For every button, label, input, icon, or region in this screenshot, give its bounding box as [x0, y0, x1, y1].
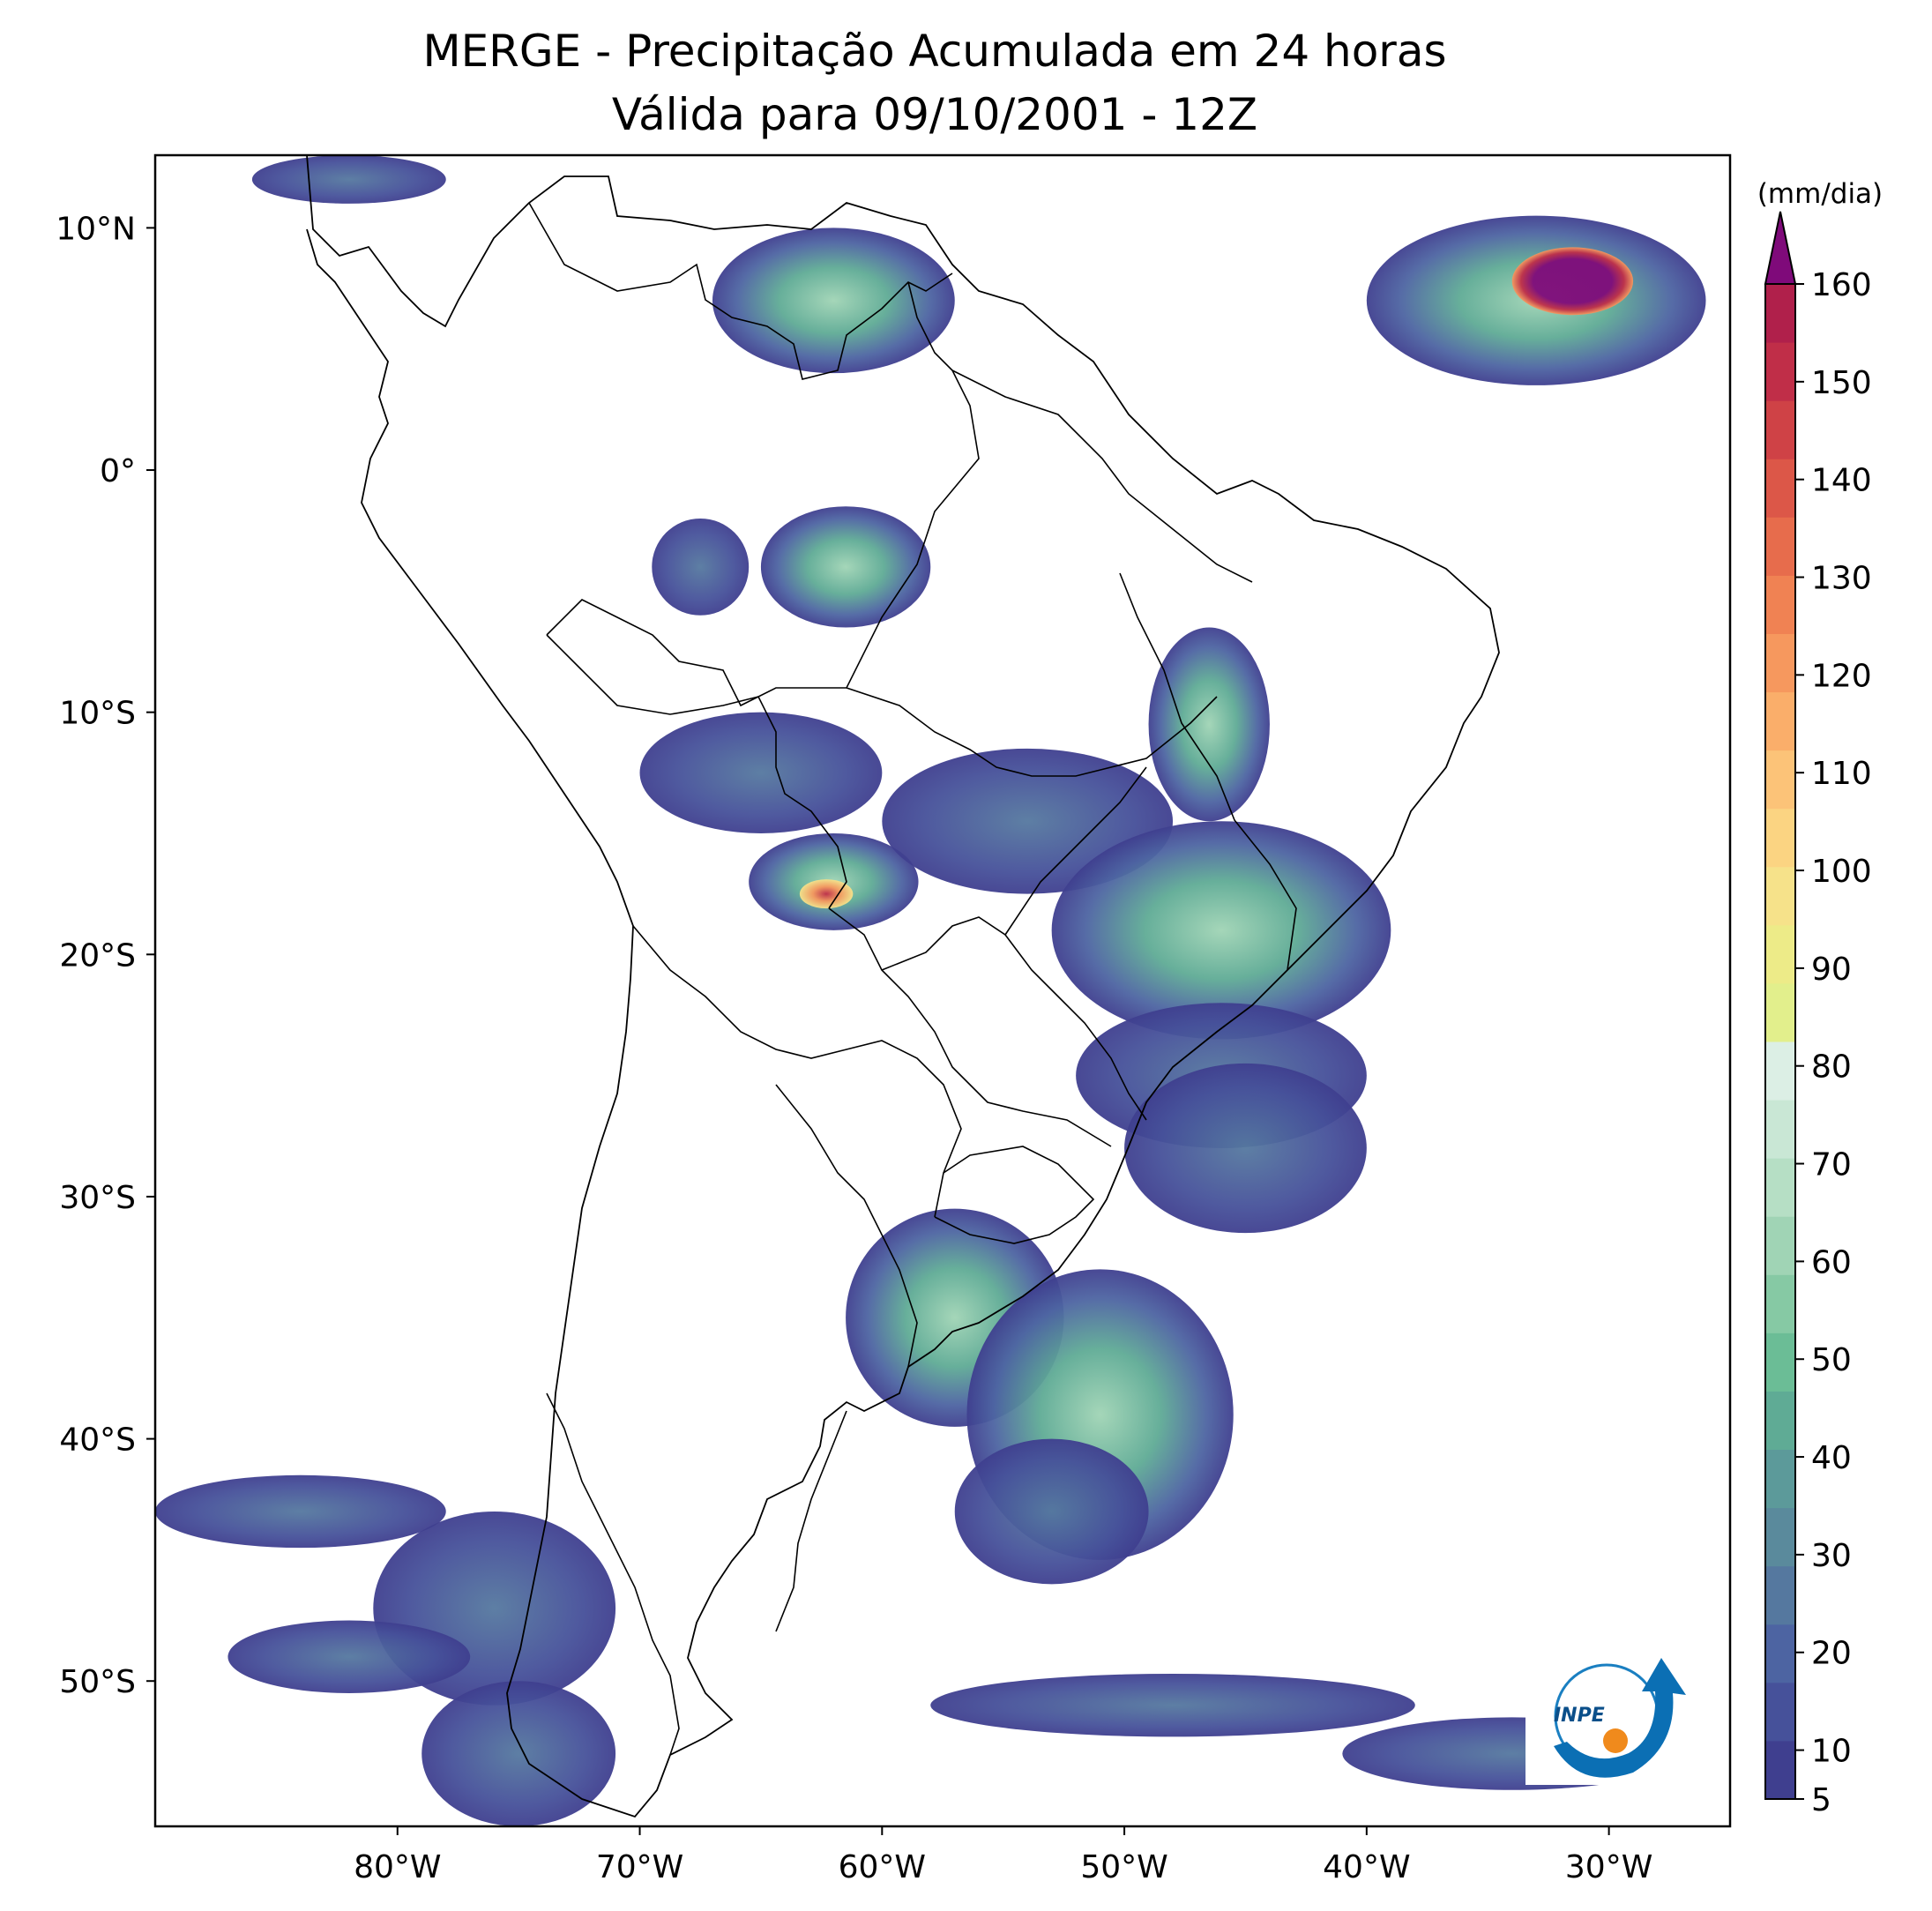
colorbar-segment	[1765, 1391, 1795, 1451]
precip-area-5	[639, 712, 883, 833]
colorbar-segment	[1765, 750, 1795, 810]
y-tick-label: 30°S	[59, 1180, 136, 1216]
colorbar-segment	[1765, 575, 1795, 634]
precip-area-2	[712, 228, 955, 374]
colorbar-tick-label: 160	[1811, 267, 1872, 303]
colorbar-tick-label: 60	[1811, 1244, 1852, 1280]
colorbar-tick-label: 110	[1811, 756, 1872, 792]
precip-area-7	[799, 879, 854, 909]
x-tick-label: 50°W	[1080, 1849, 1167, 1885]
precip-area-4	[652, 518, 750, 616]
map-title-line2: Válida para 09/10/2001 - 12Z	[612, 89, 1257, 140]
precip-area-18	[155, 1474, 446, 1549]
map-title-line1: MERGE - Precipitação Acumulada em 24 hor…	[422, 26, 1446, 77]
colorbar-segment	[1765, 459, 1795, 518]
precip-area-9	[1148, 627, 1270, 822]
colorbar-segment	[1765, 1565, 1795, 1625]
colorbar-extend-arrow	[1764, 211, 1797, 285]
colorbar-segment	[1765, 866, 1795, 926]
colorbar-segment	[1765, 284, 1795, 343]
colorbar-segment	[1765, 633, 1795, 693]
inpe-logo-sun-icon	[1603, 1728, 1628, 1753]
precip-area-22	[251, 155, 446, 204]
colorbar-tick-label: 30	[1811, 1538, 1852, 1574]
colorbar-segment	[1765, 1158, 1795, 1217]
precip-area-17	[421, 1681, 616, 1826]
colorbar-segment	[1765, 342, 1795, 401]
colorbar-tick-label: 70	[1811, 1147, 1852, 1183]
colorbar-tick-label: 10	[1811, 1734, 1852, 1770]
colorbar-segment	[1765, 1274, 1795, 1333]
y-tick-label: 50°S	[59, 1664, 136, 1700]
colorbar-segment	[1765, 924, 1795, 984]
colorbar-tick-label: 130	[1811, 561, 1872, 597]
longitude-tick-labels: 80°W 70°W 60°W 50°W 40°W 30°W	[354, 1826, 1652, 1885]
colorbar-segment	[1765, 1624, 1795, 1683]
x-tick-label: 70°W	[596, 1849, 683, 1885]
precip-area-20	[930, 1673, 1415, 1737]
y-tick-label: 10°N	[56, 211, 136, 247]
colorbar-tick-label: 20	[1811, 1636, 1852, 1672]
latitude-tick-labels: 10°N 0° 10°S 20°S 30°S 40°S 50°S	[56, 211, 155, 1700]
precip-area-19	[228, 1620, 471, 1693]
colorbar-segment	[1765, 1041, 1795, 1101]
colorbar-tick-label: 120	[1811, 658, 1872, 694]
precip-area-10	[1051, 821, 1391, 1040]
precip-area-1	[1511, 247, 1634, 316]
colorbar-segment	[1765, 1740, 1795, 1800]
colorbar-segment	[1765, 1100, 1795, 1159]
inpe-logo: INPE	[1525, 1644, 1688, 1785]
y-tick-label: 10°S	[59, 696, 136, 732]
colorbar-frame	[1764, 283, 1796, 1800]
coastline-borders	[306, 155, 1500, 1818]
colorbar-tick-label: 90	[1811, 952, 1852, 988]
colorbar-segment	[1765, 517, 1795, 576]
precip-area-15	[954, 1438, 1149, 1585]
colorbar-segment	[1765, 808, 1795, 868]
colorbar-segment	[1765, 1682, 1795, 1742]
colorbar-tick-label: 150	[1811, 365, 1872, 401]
x-tick-label: 40°W	[1323, 1849, 1410, 1885]
colorbar-segment	[1765, 1216, 1795, 1275]
precip-area-12	[1124, 1063, 1367, 1234]
inpe-logo-arrow-icon	[1554, 1658, 1686, 1778]
precip-area-3	[760, 506, 931, 628]
colorbar-segment	[1765, 1507, 1795, 1567]
map-frame	[153, 153, 1732, 1828]
colorbar-segment	[1765, 1332, 1795, 1392]
x-tick-label: 60°W	[839, 1849, 926, 1885]
colorbar-tick-label: 140	[1811, 463, 1872, 499]
colorbar-segment	[1765, 400, 1795, 459]
colorbar-tick-label: 5	[1811, 1782, 1831, 1818]
colorbar-tick-label: 100	[1811, 854, 1872, 890]
colorbar-unit-label: (mm/dia)	[1757, 178, 1883, 210]
colorbar-segment	[1765, 1449, 1795, 1509]
colorbar-tick-label: 40	[1811, 1440, 1852, 1476]
colorbar-tick-label: 80	[1811, 1049, 1852, 1086]
inpe-logo-text: INPE	[1554, 1705, 1605, 1727]
colorbar-tick-label: 50	[1811, 1342, 1852, 1378]
x-tick-label: 30°W	[1565, 1849, 1652, 1885]
y-tick-label: 40°S	[59, 1422, 136, 1459]
colorbar-segment	[1765, 691, 1795, 751]
y-tick-label: 0°	[100, 453, 136, 489]
colorbar-segment	[1765, 982, 1795, 1042]
y-tick-label: 20°S	[59, 937, 136, 974]
x-tick-label: 80°W	[354, 1849, 441, 1885]
colorbar: 5 10 20 30 40 50 60 70 80 90 100 110 120 130 140 150 160	[1764, 211, 1872, 1818]
